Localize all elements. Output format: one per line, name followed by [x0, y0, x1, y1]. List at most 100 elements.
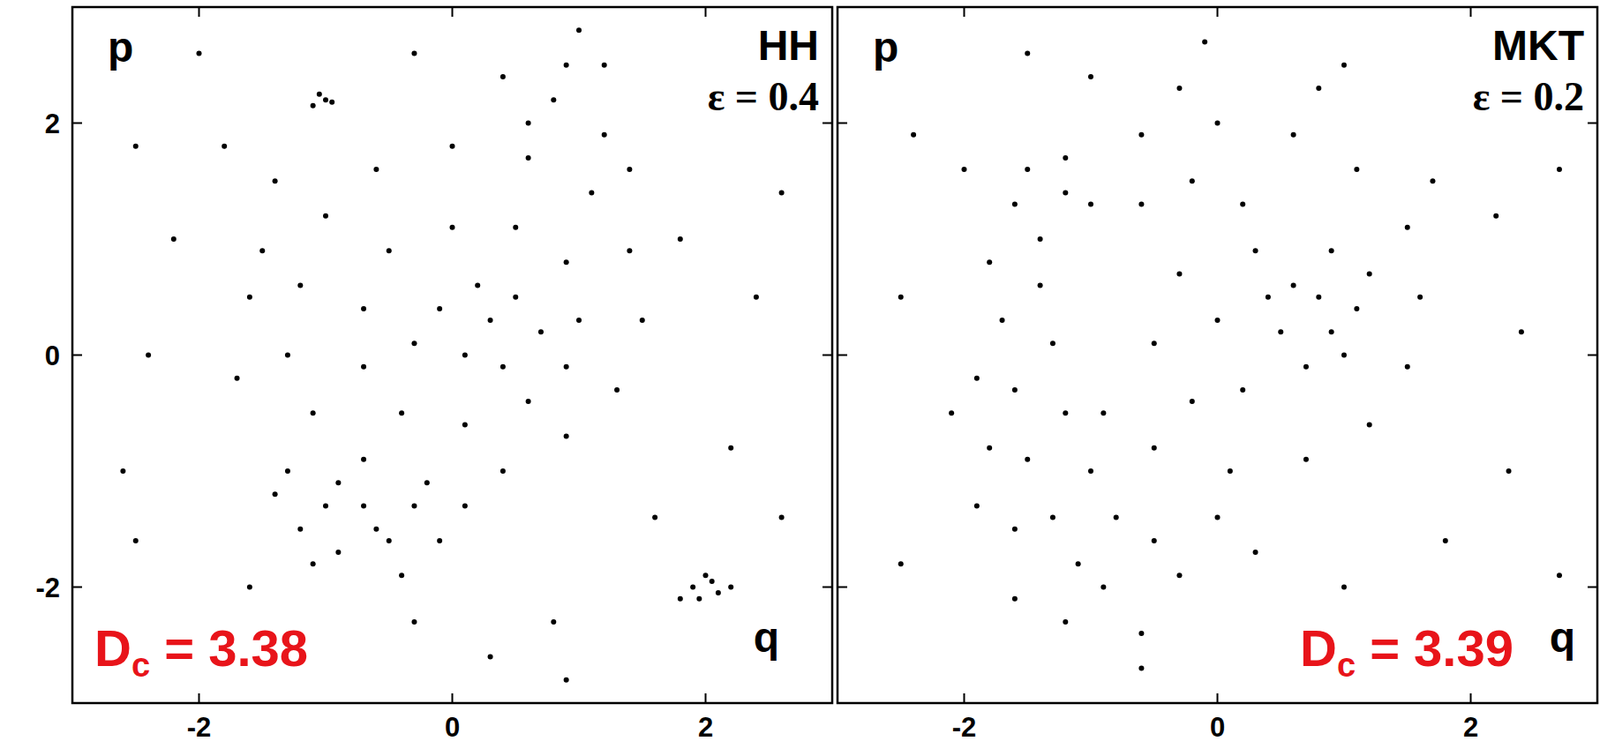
point: [550, 97, 556, 103]
point: [1303, 457, 1309, 463]
point: [120, 468, 126, 474]
point: [1088, 202, 1094, 208]
point: [1315, 294, 1322, 301]
x-tick-label: -2: [952, 712, 977, 744]
point: [1315, 85, 1322, 91]
point: [626, 166, 632, 173]
point: [779, 189, 785, 196]
point: [1012, 526, 1018, 533]
point: [411, 340, 417, 346]
point: [259, 247, 265, 254]
point: [1189, 178, 1195, 184]
point: [703, 572, 709, 579]
point: [1404, 364, 1411, 370]
point: [696, 596, 702, 602]
x-tick: [1470, 7, 1473, 17]
point: [948, 410, 954, 416]
point: [1189, 398, 1195, 405]
point: [1253, 247, 1259, 254]
point: [285, 353, 291, 359]
point: [898, 294, 904, 301]
point: [1493, 213, 1499, 219]
point: [601, 62, 608, 68]
point: [512, 294, 519, 301]
point: [373, 526, 379, 533]
point: [910, 132, 917, 138]
point: [335, 549, 341, 556]
point: [360, 457, 367, 463]
point: [488, 317, 494, 324]
annotation-sub: c: [1337, 646, 1356, 684]
panel-title: HH: [758, 22, 819, 69]
point: [525, 120, 532, 127]
point: [1518, 329, 1525, 335]
y-tick: [1587, 122, 1598, 125]
point: [1341, 585, 1347, 591]
point: [1138, 132, 1144, 138]
point: [1404, 225, 1411, 231]
point: [1024, 51, 1030, 57]
points: [898, 38, 1563, 671]
x-tick: [451, 693, 454, 704]
point: [373, 166, 379, 173]
point: [709, 578, 715, 585]
point: [1176, 85, 1182, 91]
x-tick: [705, 7, 707, 17]
point: [1506, 468, 1512, 474]
point: [411, 503, 417, 509]
point: [639, 317, 646, 324]
point: [588, 189, 594, 196]
x-tick: [705, 693, 707, 704]
annotation-base: D: [1299, 619, 1338, 677]
point: [1367, 270, 1373, 277]
point: [436, 538, 443, 544]
point: [411, 51, 417, 57]
point: [525, 155, 532, 161]
annotation-base: D: [94, 619, 132, 677]
point: [247, 585, 253, 591]
point: [1329, 247, 1335, 254]
x-tick-label: 0: [1209, 712, 1225, 744]
point: [779, 515, 785, 521]
point: [898, 561, 904, 567]
point: [386, 247, 392, 254]
y-tick: [837, 122, 848, 125]
x-tick: [451, 7, 454, 17]
point: [1012, 387, 1018, 393]
x-tick: [198, 693, 201, 704]
point: [1353, 166, 1360, 173]
point: [563, 62, 570, 68]
point: [986, 259, 992, 265]
point: [538, 329, 544, 335]
x-tick-label: 0: [444, 712, 460, 744]
point: [1151, 340, 1157, 346]
point: [500, 74, 506, 80]
point: [728, 585, 734, 591]
point: [550, 619, 556, 625]
point: [753, 294, 759, 301]
point: [424, 480, 430, 486]
point: [1138, 630, 1144, 637]
panel-subtitle: ε = 0.4: [707, 74, 819, 120]
point: [360, 503, 367, 509]
point: [563, 259, 570, 265]
point: [329, 99, 335, 106]
point: [690, 585, 696, 591]
y-tick: [837, 354, 848, 357]
point: [133, 143, 139, 150]
point: [316, 91, 323, 98]
point: [196, 51, 203, 57]
point: [728, 445, 734, 451]
point: [1239, 202, 1246, 208]
panel-subtitle: ε = 0.2: [1472, 74, 1585, 120]
point: [297, 283, 303, 289]
annotation: Dc = 3.39: [1299, 619, 1514, 684]
figure: -202-202pHHε = 0.4qDc = 3.38-202pMKTε = …: [0, 0, 1600, 756]
point: [974, 375, 980, 382]
point: [1024, 166, 1030, 173]
x-axis-title: q: [753, 614, 780, 662]
point: [986, 445, 992, 451]
point: [715, 590, 722, 596]
point: [310, 410, 316, 416]
point: [1215, 317, 1221, 324]
